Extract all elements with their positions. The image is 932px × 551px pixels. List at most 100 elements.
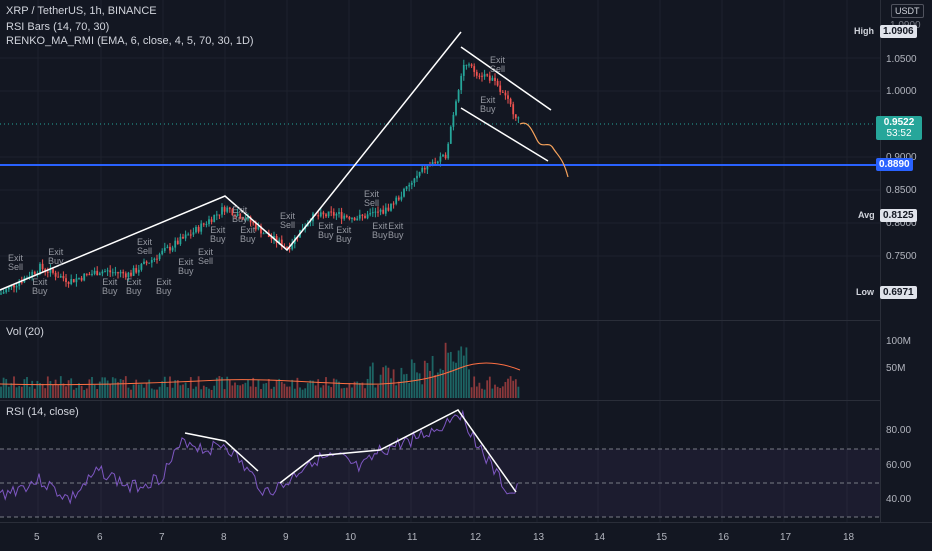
signal-label: Exit Sell	[280, 211, 296, 230]
price-scale[interactable]	[880, 0, 932, 550]
currency-button[interactable]: USDT	[891, 4, 924, 18]
volume-bar	[163, 376, 166, 398]
candle-body	[31, 271, 34, 277]
volume-bar	[252, 377, 255, 398]
candle-body	[338, 212, 340, 214]
rsi-legend[interactable]: RSI (14, close)	[6, 406, 79, 418]
candle-body	[400, 196, 403, 200]
candle-body	[405, 186, 408, 189]
volume-bar	[98, 381, 101, 398]
countdown: 53:52	[886, 128, 912, 139]
price-candles	[0, 59, 520, 295]
candle-body	[91, 273, 93, 275]
volume-bar	[153, 389, 156, 398]
volume-bar	[111, 377, 114, 398]
volume-bar	[257, 379, 260, 398]
symbol-title[interactable]: XRP / TetherUS, 1h, BINANCE	[6, 5, 157, 17]
volume-bar	[109, 384, 112, 398]
signal-label: Exit Buy	[178, 257, 194, 276]
volume-bar	[429, 370, 431, 398]
volume-bar	[104, 377, 106, 398]
time-tick: 5	[34, 532, 40, 543]
volume-bar	[340, 388, 343, 398]
indicator-legend-rsi-bars[interactable]: RSI Bars (14, 70, 30)	[6, 21, 110, 33]
candle-body	[286, 246, 288, 248]
volume-bar	[449, 351, 452, 398]
candle-body	[439, 156, 442, 162]
candle-body	[330, 211, 333, 213]
candle-body	[291, 243, 294, 250]
volume-bar	[358, 382, 361, 398]
rsi-trendline	[279, 409, 517, 493]
avg-value-tag: 0.8125	[880, 209, 917, 222]
volume-bar	[140, 384, 143, 398]
signal-label: Exit Buy	[336, 225, 352, 244]
volume-bar	[486, 380, 489, 398]
volume-bar	[65, 386, 67, 398]
candle-body	[101, 271, 104, 274]
volume-bar	[119, 379, 122, 398]
low-label: Low	[856, 287, 874, 297]
volume-bar	[148, 379, 151, 398]
volume-bar	[473, 376, 476, 398]
candle-body	[395, 197, 398, 204]
volume-bar	[481, 388, 483, 398]
volume-bar	[444, 342, 447, 398]
candle-body	[371, 212, 374, 214]
candle-body	[387, 207, 390, 211]
volume-bar	[267, 378, 270, 398]
candle-body	[366, 214, 369, 219]
volume-bar	[356, 381, 359, 398]
volume-bar	[249, 386, 252, 398]
channel-lower-line	[460, 107, 549, 162]
indicator-legend-renko[interactable]: RENKO_MA_RMI (EMA, 6, close, 4, 5, 70, 3…	[6, 35, 254, 47]
volume-bar	[296, 377, 299, 398]
candle-body	[39, 263, 41, 273]
candle-body	[369, 213, 372, 215]
candle-body	[431, 162, 434, 166]
volume-bar	[418, 373, 421, 398]
volume-bar	[135, 379, 138, 398]
volume-bar	[39, 383, 41, 398]
pane-divider[interactable]	[0, 320, 880, 321]
time-tick: 14	[594, 532, 606, 543]
candle-body	[174, 240, 177, 248]
volume-bar	[2, 377, 5, 398]
candle-body	[158, 254, 161, 260]
pane-divider[interactable]	[0, 400, 880, 401]
time-scale[interactable]	[0, 522, 932, 551]
candle-body	[124, 273, 127, 278]
candle-body	[46, 271, 49, 273]
candle-body	[514, 114, 517, 118]
candle-body	[234, 215, 236, 217]
volume-bar	[122, 379, 125, 398]
volume-bar	[416, 372, 418, 398]
candle-body	[5, 289, 8, 293]
price-tick: 0.7500	[886, 251, 917, 262]
volume-bar	[379, 374, 382, 398]
volume-bar	[382, 367, 385, 398]
candle-body	[213, 214, 216, 222]
candle-body	[327, 211, 330, 217]
volume-bar	[514, 379, 517, 398]
volume-bar	[392, 369, 395, 398]
volume-bar	[143, 387, 145, 398]
candle-body	[114, 272, 117, 274]
volume-bar	[223, 389, 226, 398]
volume-bar	[96, 389, 99, 398]
chart-canvas[interactable]	[0, 0, 880, 522]
volume-bar	[101, 377, 104, 398]
candle-body	[179, 236, 182, 245]
volume-bar	[501, 386, 504, 398]
volume-bar	[455, 362, 457, 398]
candle-body	[481, 75, 483, 77]
volume-bar	[106, 380, 109, 398]
volume-bar	[33, 388, 36, 398]
volume-bar	[275, 380, 278, 398]
volume-bar	[488, 376, 491, 398]
volume-bar	[241, 384, 244, 398]
volume-bar	[374, 387, 377, 398]
candle-body	[150, 259, 153, 263]
volume-bar	[236, 385, 239, 398]
volume-legend[interactable]: Vol (20)	[6, 326, 44, 338]
